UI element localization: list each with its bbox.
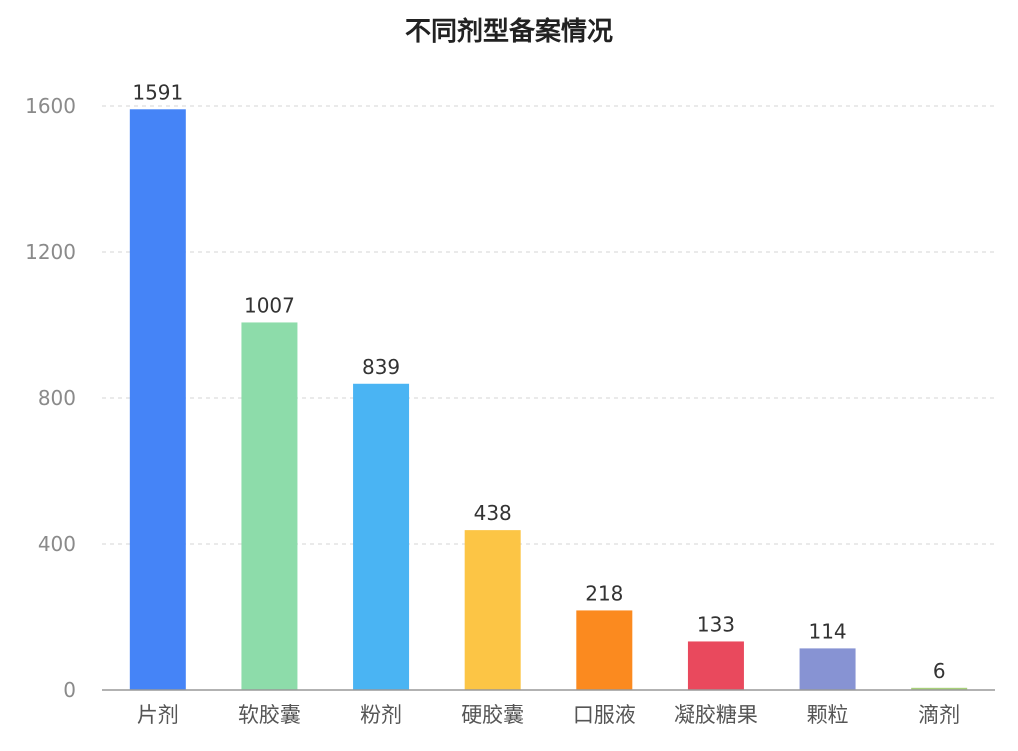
- data-label: 438: [474, 501, 512, 525]
- bars: [129, 109, 968, 690]
- bar: [464, 530, 521, 690]
- x-tick-label: 颗粒: [807, 703, 849, 727]
- x-tick-label: 凝胶糖果: [674, 703, 758, 727]
- bar: [799, 648, 856, 690]
- data-label: 1007: [244, 293, 295, 317]
- bar: [241, 322, 298, 690]
- x-tick-label: 软胶囊: [238, 703, 301, 727]
- bar: [576, 610, 633, 690]
- y-tick-label: 400: [38, 532, 76, 556]
- bar: [687, 641, 744, 690]
- bar: [353, 383, 410, 690]
- data-labels: 1591 1007 839 438 218 133 114 6: [132, 80, 945, 683]
- x-axis-ticks: 片剂 软胶囊 粉剂 硬胶囊 口服液 凝胶糖果 颗粒 滴剂: [137, 703, 960, 727]
- data-label: 6: [933, 659, 946, 683]
- y-axis-ticks: 0 400 800 1200 1600: [25, 94, 76, 702]
- bar: [129, 109, 186, 690]
- data-label: 114: [808, 619, 846, 643]
- x-tick-label: 硬胶囊: [461, 703, 524, 727]
- y-tick-label: 800: [38, 386, 76, 410]
- y-tick-label: 0: [63, 678, 76, 702]
- data-label: 218: [585, 581, 623, 605]
- chart-title: 不同剂型备案情况: [405, 16, 613, 47]
- gridlines: [102, 105, 995, 545]
- data-label: 133: [697, 612, 735, 636]
- x-tick-label: 滴剂: [918, 703, 960, 727]
- x-tick-label: 粉剂: [360, 703, 402, 727]
- y-tick-label: 1200: [25, 240, 76, 264]
- x-tick-label: 片剂: [137, 703, 179, 727]
- x-tick-label: 口服液: [573, 703, 636, 727]
- y-tick-label: 1600: [25, 94, 76, 118]
- data-label: 1591: [132, 80, 183, 104]
- data-label: 839: [362, 355, 400, 379]
- bar: [911, 687, 968, 690]
